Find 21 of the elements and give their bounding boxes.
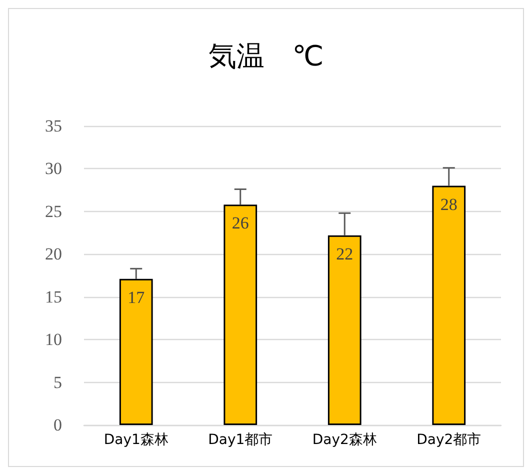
y-tick-label: 15 xyxy=(45,287,62,306)
data-label: 17 xyxy=(128,288,146,307)
y-tick-label: 35 xyxy=(45,116,62,136)
bar xyxy=(328,235,362,425)
x-tick-label: Day1森林 xyxy=(104,432,168,448)
data-label: 28 xyxy=(440,194,458,214)
x-tick-label: Day2森林 xyxy=(312,432,377,448)
y-tick-label: 25 xyxy=(45,202,62,221)
x-tick-label: Day2都市 xyxy=(416,432,482,448)
y-tick-label: 0 xyxy=(54,416,62,434)
y-tick-label: 30 xyxy=(45,159,62,178)
data-label: 22 xyxy=(336,244,354,264)
bar xyxy=(224,204,258,425)
chart-title: 気温 ℃ xyxy=(208,40,324,72)
bar xyxy=(432,186,466,425)
x-tick-label: Day1都市 xyxy=(208,432,273,448)
bar xyxy=(119,278,153,425)
y-tick-label: 10 xyxy=(45,330,62,350)
y-tick-label: 20 xyxy=(45,244,62,264)
data-label: 26 xyxy=(232,214,249,233)
y-tick-label: 5 xyxy=(54,372,62,392)
